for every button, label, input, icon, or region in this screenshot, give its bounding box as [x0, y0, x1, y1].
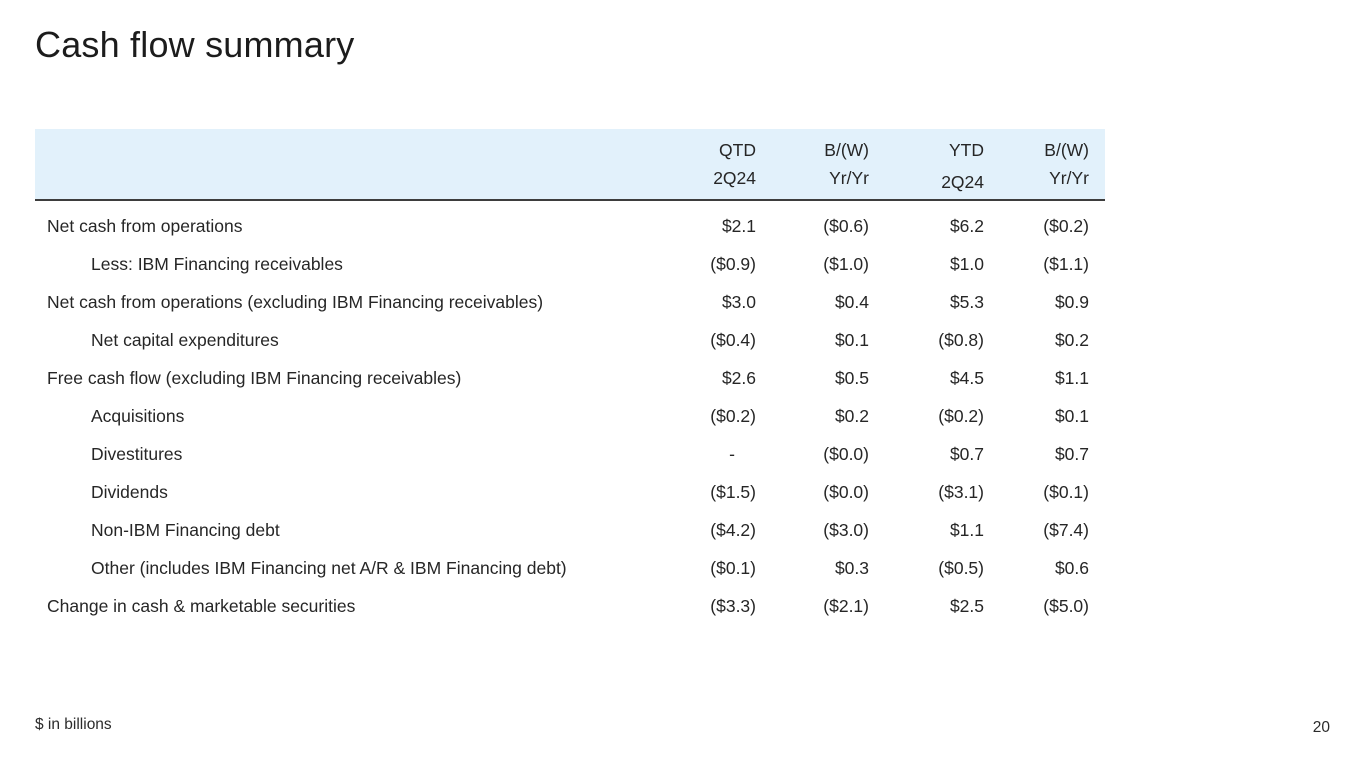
row-value: $0.7 — [949, 443, 984, 464]
cash-flow-table: QTD 2Q24 B/(W) Yr/Yr YTD 2Q24 B/(W) Yr/Y… — [35, 129, 1105, 625]
row-value: ($0.8) — [938, 329, 984, 350]
row-label: Less: IBM Financing receivables — [91, 253, 343, 274]
page-title: Cash flow summary — [35, 24, 355, 65]
row-value: $6.2 — [949, 215, 984, 236]
column-header-line2: 2Q24 — [941, 172, 984, 192]
row-value: ($2.1) — [823, 595, 869, 616]
row-value: $0.1 — [834, 329, 869, 350]
table-row: Net capital expenditures ($0.4) $0.1 ($0.8)… — [35, 321, 1105, 359]
row-value: $0.2 — [1054, 329, 1089, 350]
row-value: ($0.9) — [710, 253, 756, 274]
row-value: ($1.0) — [823, 253, 869, 274]
row-value: - — [729, 443, 735, 464]
column-header-line2: 2Q24 — [713, 168, 756, 188]
row-label: Net cash from operations — [47, 215, 243, 236]
row-value: ($0.5) — [938, 557, 984, 578]
row-value: ($0.2) — [1043, 215, 1089, 236]
table-row: Divestitures - ($0.0) $0.7 $0.7 — [35, 435, 1105, 473]
row-value: ($0.2) — [710, 405, 756, 426]
column-header-line1: QTD — [719, 140, 756, 160]
column-header-ytd-2q24: YTD 2Q24 — [869, 136, 984, 192]
row-value: ($0.0) — [823, 443, 869, 464]
row-value: ($4.2) — [710, 519, 756, 540]
row-value: ($0.0) — [823, 481, 869, 502]
row-label: Net capital expenditures — [91, 329, 279, 350]
footnote: $ in billions — [35, 716, 112, 733]
row-value: $1.1 — [949, 519, 984, 540]
column-header-bw-yryr-qtd: B/(W) Yr/Yr — [756, 136, 869, 192]
row-value: $0.1 — [1054, 405, 1089, 426]
row-value: ($3.1) — [938, 481, 984, 502]
table-row: Less: IBM Financing receivables ($0.9) ($1… — [35, 245, 1105, 283]
row-value: ($0.6) — [823, 215, 869, 236]
row-label: Free cash flow (excluding IBM Financing … — [47, 367, 462, 388]
table-body: Net cash from operations $2.1 ($0.6) $6.2 ($… — [35, 207, 1105, 625]
column-header-line2: Yr/Yr — [829, 168, 869, 188]
table-row: Dividends ($1.5) ($0.0) ($3.1) ($0.1) — [35, 473, 1105, 511]
row-value: $0.4 — [834, 291, 869, 312]
table-row: Acquisitions ($0.2) $0.2 ($0.2) $0.1 — [35, 397, 1105, 435]
table-row: Net cash from operations (excluding IBM … — [35, 283, 1105, 321]
page-number: 20 — [1312, 719, 1330, 736]
row-value: ($0.1) — [1043, 481, 1089, 502]
table-row: Free cash flow (excluding IBM Financing … — [35, 359, 1105, 397]
row-value: $2.5 — [949, 595, 984, 616]
row-value: $0.7 — [1054, 443, 1089, 464]
row-label: Acquisitions — [91, 405, 185, 426]
table-row: Non-IBM Financing debt ($4.2) ($3.0) $1.1 ($… — [35, 511, 1105, 549]
table-row: Change in cash & marketable securities ($… — [35, 587, 1105, 625]
row-value: ($3.3) — [710, 595, 756, 616]
row-value: $0.6 — [1054, 557, 1089, 578]
row-label: Other (includes IBM Financing net A/R & … — [91, 557, 567, 578]
row-value: ($1.1) — [1043, 253, 1089, 274]
column-header-line1: B/(W) — [824, 140, 869, 160]
row-value: $4.5 — [949, 367, 984, 388]
column-header-bw-yryr-ytd: B/(W) Yr/Yr — [984, 136, 1089, 192]
row-label: Non-IBM Financing debt — [91, 519, 280, 540]
table-row: Other (includes IBM Financing net A/R & … — [35, 549, 1105, 587]
row-value: ($1.5) — [710, 481, 756, 502]
row-value: ($0.1) — [710, 557, 756, 578]
row-label: Dividends — [91, 481, 168, 502]
column-header-line2: Yr/Yr — [1049, 168, 1089, 188]
row-value: ($0.2) — [938, 405, 984, 426]
row-value: $2.6 — [721, 367, 756, 388]
row-value: $3.0 — [721, 291, 756, 312]
row-label: Net cash from operations (excluding IBM … — [47, 291, 544, 312]
column-header-line1: B/(W) — [1044, 140, 1089, 160]
row-value: $1.1 — [1054, 367, 1089, 388]
row-value: $2.1 — [721, 215, 756, 236]
table-row: Net cash from operations $2.1 ($0.6) $6.2 ($… — [35, 207, 1105, 245]
row-label: Change in cash & marketable securities — [47, 595, 356, 616]
row-value: ($0.4) — [710, 329, 756, 350]
row-value: $0.5 — [834, 367, 869, 388]
column-header-line1: YTD — [949, 140, 984, 160]
row-value: $5.3 — [949, 291, 984, 312]
row-value: ($3.0) — [823, 519, 869, 540]
row-label: Divestitures — [91, 443, 183, 464]
row-value: ($7.4) — [1043, 519, 1089, 540]
column-header-qtd-2q24: QTD 2Q24 — [644, 136, 756, 192]
row-value: $0.2 — [834, 405, 869, 426]
row-value: $0.9 — [1054, 291, 1089, 312]
table-header-row: QTD 2Q24 B/(W) Yr/Yr YTD 2Q24 B/(W) Yr/Y… — [35, 129, 1105, 201]
row-value: $1.0 — [949, 253, 984, 274]
row-value: ($5.0) — [1043, 595, 1089, 616]
row-value: $0.3 — [834, 557, 869, 578]
